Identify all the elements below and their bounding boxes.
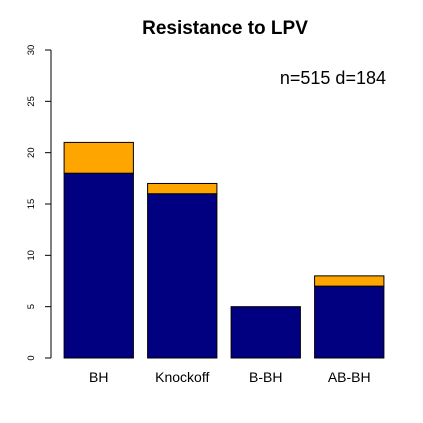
bar-segment [147, 182, 218, 195]
x-axis-labels: BH Knockoff B-BH AB-BH [89, 369, 371, 385]
bar-segment [314, 285, 385, 359]
bar-segment [63, 172, 134, 359]
y-tick-label: 25 [26, 96, 37, 107]
chart-annotation: n=515 d=184 [280, 68, 386, 88]
bar-segment [230, 306, 301, 359]
x-category-label: Knockoff [155, 369, 209, 385]
y-tick-label: 15 [26, 199, 37, 210]
y-tick-label: 10 [26, 250, 37, 261]
y-tick-label: 30 [26, 45, 37, 56]
y-tick-label: 5 [26, 304, 37, 309]
x-category-label: AB-BH [328, 369, 371, 385]
x-category-label: BH [89, 369, 108, 385]
chart-title: Resistance to LPV [142, 18, 308, 39]
bar-segment [147, 193, 218, 359]
x-category-label: B-BH [249, 369, 282, 385]
bar-segment [63, 141, 134, 174]
y-tick-label: 0 [26, 355, 37, 360]
bars [63, 141, 385, 359]
y-tick-label: 20 [26, 147, 37, 158]
y-axis: 0 5 10 15 20 25 30 [26, 45, 52, 361]
bar-segment [314, 275, 385, 287]
